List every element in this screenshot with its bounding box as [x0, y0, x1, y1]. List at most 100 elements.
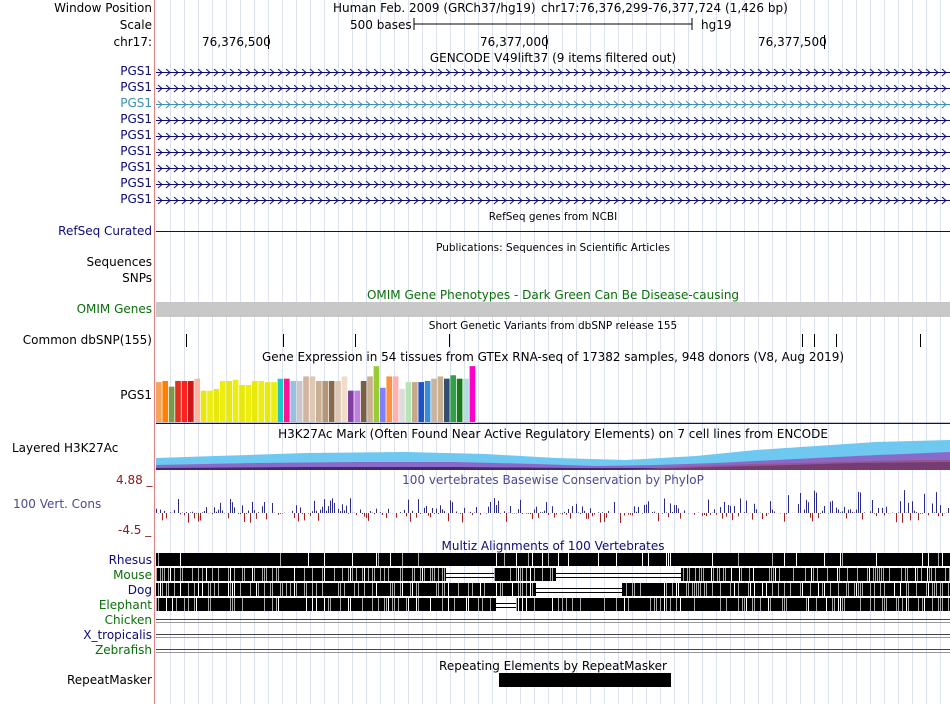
phylop-positive	[156, 490, 949, 513]
gtex-bar	[354, 390, 361, 422]
publications-track-title: Publications: Sequences in Scientific Ar…	[436, 242, 670, 254]
gtex-bar	[296, 380, 303, 422]
scale-text: 500 bases	[350, 18, 412, 32]
gencode-item-label[interactable]: PGS1	[120, 144, 152, 158]
multiz-row	[156, 583, 950, 596]
multiz-species-label[interactable]: Rhesus	[108, 553, 152, 567]
publications-sequences-label[interactable]: Sequences	[86, 255, 152, 269]
phylop-min: -4.5 _	[118, 523, 152, 537]
publications-snps-label[interactable]: SNPs	[122, 271, 152, 285]
gtex-bar	[380, 387, 386, 422]
gtex-track[interactable]	[156, 364, 950, 424]
phylop-track[interactable]	[156, 488, 950, 538]
repeatmasker-label[interactable]: RepeatMasker	[66, 673, 152, 687]
gtex-bar	[194, 378, 201, 422]
gencode-transcript	[156, 68, 950, 77]
gtex-bar	[264, 382, 271, 422]
gtex-bar	[418, 382, 425, 422]
label-separator	[154, 0, 155, 704]
gencode-item-label[interactable]: PGS1	[120, 80, 152, 94]
gtex-bar	[258, 380, 265, 422]
gencode-item-label[interactable]: PGS1	[120, 192, 152, 206]
gtex-bar	[456, 378, 463, 422]
gtex-bar	[412, 382, 418, 422]
gtex-bar	[335, 380, 341, 422]
gtex-bar	[245, 384, 252, 422]
multiz-track[interactable]	[156, 552, 950, 660]
gencode-item-label[interactable]: PGS1	[120, 96, 152, 110]
ruler-tick-1: 76,376,500	[202, 35, 271, 49]
repeat-element[interactable]	[499, 673, 671, 687]
gtex-bar	[309, 376, 316, 422]
gtex-bar	[162, 380, 169, 422]
gtex-bar	[232, 379, 239, 422]
repeatmasker-track-title: Repeating Elements by RepeatMasker	[439, 659, 667, 673]
refseq-track[interactable]	[156, 224, 950, 240]
gencode-item-label[interactable]: PGS1	[120, 128, 152, 142]
multiz-species-label[interactable]: Dog	[127, 583, 152, 597]
multiz-species-label[interactable]: Zebrafish	[95, 643, 152, 657]
multiz-species-label[interactable]: Elephant	[98, 598, 152, 612]
gencode-item-label[interactable]: PGS1	[120, 176, 152, 190]
gtex-bar	[290, 380, 297, 422]
refseq-label[interactable]: RefSeq Curated	[58, 224, 152, 238]
gtex-bar	[181, 380, 188, 422]
multiz-species-label[interactable]: Chicken	[104, 613, 152, 627]
gencode-track[interactable]	[156, 64, 950, 210]
multiz-row	[156, 634, 950, 638]
gtex-bar	[316, 380, 322, 422]
omim-track-title: OMIM Gene Phenotypes - Dark Green Can Be…	[366, 288, 740, 302]
gtex-bar	[392, 376, 399, 422]
gtex-bar	[303, 376, 309, 422]
omim-gene-bar[interactable]	[156, 302, 950, 317]
h3k27ac-track-title: H3K27Ac Mark (Often Found Near Active Re…	[278, 427, 828, 441]
gtex-bar	[463, 378, 469, 422]
gtex-bar	[341, 376, 348, 422]
h3k27ac-track[interactable]	[156, 440, 950, 470]
phylop-label[interactable]: 100 Vert. Cons	[13, 497, 102, 511]
assembly-name: Human Feb. 2009 (GRCh37/hg19)	[333, 1, 536, 15]
gtex-bar	[226, 380, 233, 422]
gtex-bar	[444, 378, 450, 422]
omim-label[interactable]: OMIM Genes	[76, 302, 152, 316]
gtex-bar	[220, 380, 226, 422]
multiz-row	[156, 568, 950, 581]
gencode-item-label[interactable]: PGS1	[120, 112, 152, 126]
multiz-track-title: Multiz Alignments of 100 Vertebrates	[441, 539, 665, 553]
dbsnp-label[interactable]: Common dbSNP(155)	[22, 333, 152, 347]
gencode-transcript	[156, 116, 950, 125]
ruler-tick-marks	[268, 35, 825, 49]
gencode-item-label[interactable]: PGS1	[120, 160, 152, 174]
gtex-bar	[437, 376, 444, 422]
gtex-bar	[277, 378, 284, 422]
gtex-bar	[348, 390, 354, 422]
gtex-label[interactable]: PGS1	[120, 388, 152, 402]
gtex-bar	[373, 366, 380, 422]
gtex-bar	[328, 380, 335, 422]
h3k27ac-label[interactable]: Layered H3K27Ac	[12, 441, 119, 455]
position-readout: chr17:76,376,299-76,377,724 (1,426 bp)	[541, 1, 788, 15]
h3k27ac-layer-mauve	[626, 460, 950, 470]
multiz-species-label[interactable]: X_tropicalis	[83, 628, 152, 642]
gtex-bar	[284, 378, 290, 422]
gencode-transcript	[156, 148, 950, 157]
gencode-item-label[interactable]: PGS1	[120, 64, 152, 78]
gtex-bar	[399, 388, 405, 422]
gtex-bar	[207, 390, 213, 422]
multiz-row	[156, 619, 950, 623]
multiz-species-label[interactable]: Mouse	[113, 568, 152, 582]
phylop-negative	[158, 513, 945, 523]
gencode-transcript	[156, 132, 950, 141]
gtex-bar	[469, 366, 476, 422]
gtex-bar	[431, 378, 437, 422]
gtex-track-title: Gene Expression in 54 tissues from GTEx …	[261, 350, 845, 364]
db-label: hg19	[701, 18, 732, 32]
dbsnp-track[interactable]	[156, 333, 950, 349]
gtex-bar	[168, 386, 175, 422]
gtex-bar	[367, 376, 373, 422]
gtex-bar	[450, 375, 457, 422]
gencode-transcript	[156, 84, 950, 93]
gtex-bar	[188, 380, 194, 422]
gencode-transcript	[156, 180, 950, 189]
window-position-label: Window Position	[54, 1, 152, 15]
